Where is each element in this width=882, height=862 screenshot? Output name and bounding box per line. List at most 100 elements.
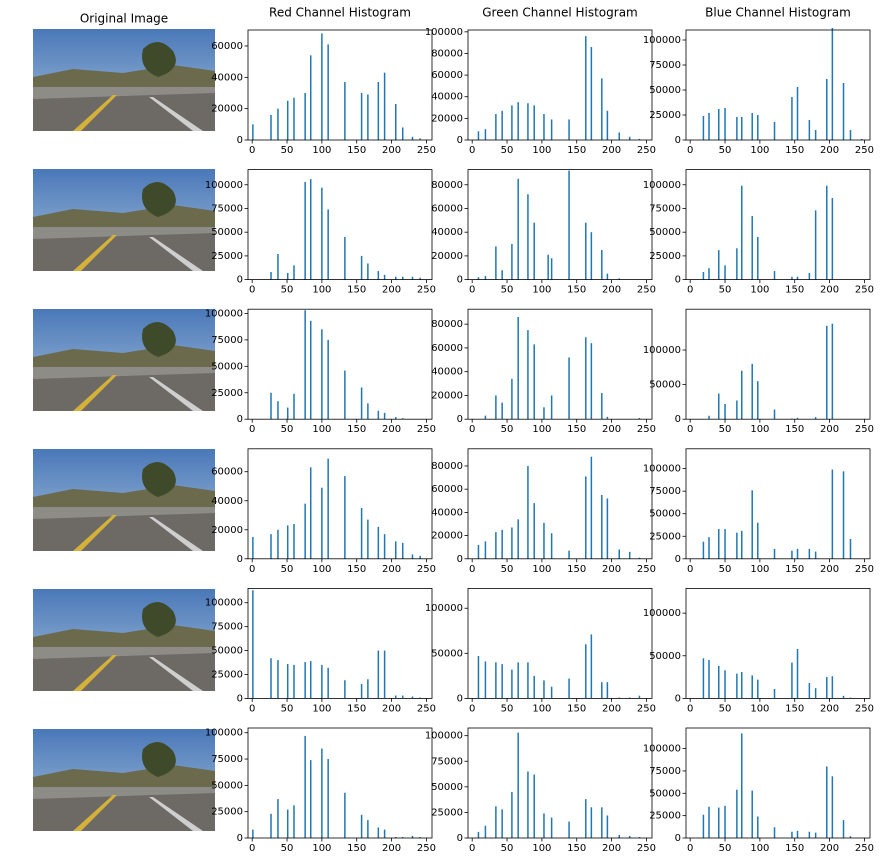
x-tick-label: 100	[312, 145, 331, 156]
bar	[849, 538, 852, 559]
bar	[309, 760, 312, 838]
bar	[411, 136, 414, 140]
road-photo	[33, 29, 215, 131]
x-tick-label: 150	[347, 843, 366, 854]
y-tick-label: 20000	[211, 104, 243, 115]
y-tick-label: 75000	[211, 203, 243, 214]
y-tick-label: 50000	[211, 227, 243, 238]
x-tick-label: 250	[855, 424, 874, 435]
bar	[327, 458, 329, 559]
x-tick-label: 100	[750, 285, 769, 296]
bar	[757, 115, 759, 140]
x-tick-label: 250	[417, 564, 436, 575]
axes-frame	[247, 29, 433, 141]
bar	[724, 805, 726, 838]
x-tick-label: 0	[249, 564, 255, 575]
bar	[814, 210, 817, 280]
bar	[495, 662, 497, 699]
y-tick-label: 80000	[431, 48, 463, 59]
bar	[814, 551, 817, 559]
axes-frame	[247, 308, 433, 420]
bar	[708, 537, 710, 559]
bar	[808, 272, 811, 280]
x-tick-label: 200	[602, 843, 621, 854]
x-tick-label: 0	[249, 285, 255, 296]
x-tick-label: 150	[347, 424, 366, 435]
bar	[601, 393, 603, 420]
bar	[321, 329, 323, 420]
bar	[568, 170, 570, 280]
bar	[252, 537, 254, 559]
bar	[383, 650, 386, 699]
y-tick-label: 25000	[649, 251, 681, 262]
bar	[511, 791, 513, 838]
bar	[757, 236, 759, 280]
bar	[724, 403, 726, 420]
y-tick-label: 75000	[649, 203, 681, 214]
bar	[736, 117, 738, 140]
bar	[547, 254, 549, 280]
bar	[395, 541, 397, 559]
bar	[484, 129, 487, 140]
bar	[327, 339, 329, 420]
y-tick-label: 25000	[211, 807, 243, 818]
bar	[383, 412, 386, 420]
bar	[590, 634, 593, 699]
bar	[601, 494, 603, 559]
y-tick-label: 40000	[431, 227, 463, 238]
bar	[796, 830, 799, 838]
bar	[495, 246, 497, 280]
bar	[252, 590, 254, 699]
bar	[757, 679, 759, 699]
bar	[367, 820, 369, 838]
y-tick-label: 60000	[431, 343, 463, 354]
bar	[606, 273, 609, 280]
x-tick-label: 250	[855, 703, 874, 714]
bar	[826, 79, 828, 140]
bar	[849, 130, 852, 140]
bar	[796, 648, 799, 699]
bar	[395, 836, 397, 838]
y-tick-label: 0	[675, 135, 681, 146]
bar	[321, 664, 323, 699]
bar	[814, 130, 817, 140]
bar	[383, 829, 386, 838]
bar	[618, 834, 620, 838]
bar	[708, 660, 710, 699]
axes-frame	[467, 727, 653, 839]
y-tick-label: 0	[237, 275, 243, 286]
bar	[702, 272, 705, 280]
bar	[270, 392, 272, 420]
y-tick-label: 50000	[649, 380, 681, 391]
bar	[252, 829, 254, 838]
bar	[411, 696, 414, 699]
bar	[550, 686, 553, 699]
y-tick-label: 60000	[431, 203, 463, 214]
x-tick-label: 250	[417, 285, 436, 296]
chart-title: Red Channel Histogram	[269, 6, 411, 20]
bar	[724, 529, 726, 559]
bar	[533, 675, 535, 699]
bar	[736, 248, 738, 280]
bar	[517, 662, 519, 699]
bar	[718, 807, 720, 838]
bar	[618, 549, 620, 559]
bar	[533, 774, 535, 838]
x-tick-label: 50	[719, 285, 732, 296]
bar	[293, 393, 295, 420]
bar	[590, 807, 593, 838]
x-tick-label: 0	[249, 424, 255, 435]
y-tick-label: 0	[457, 693, 463, 704]
y-tick-label: 75000	[211, 335, 243, 346]
x-tick-label: 250	[417, 424, 436, 435]
bar	[533, 222, 535, 280]
bar	[826, 185, 828, 280]
x-tick-label: 200	[820, 703, 839, 714]
x-tick-label: 200	[602, 703, 621, 714]
bar	[377, 650, 380, 699]
bar	[533, 105, 535, 140]
y-tick-label: 100000	[425, 731, 463, 742]
bar	[831, 469, 834, 559]
bar	[309, 55, 312, 141]
bar	[543, 522, 545, 559]
